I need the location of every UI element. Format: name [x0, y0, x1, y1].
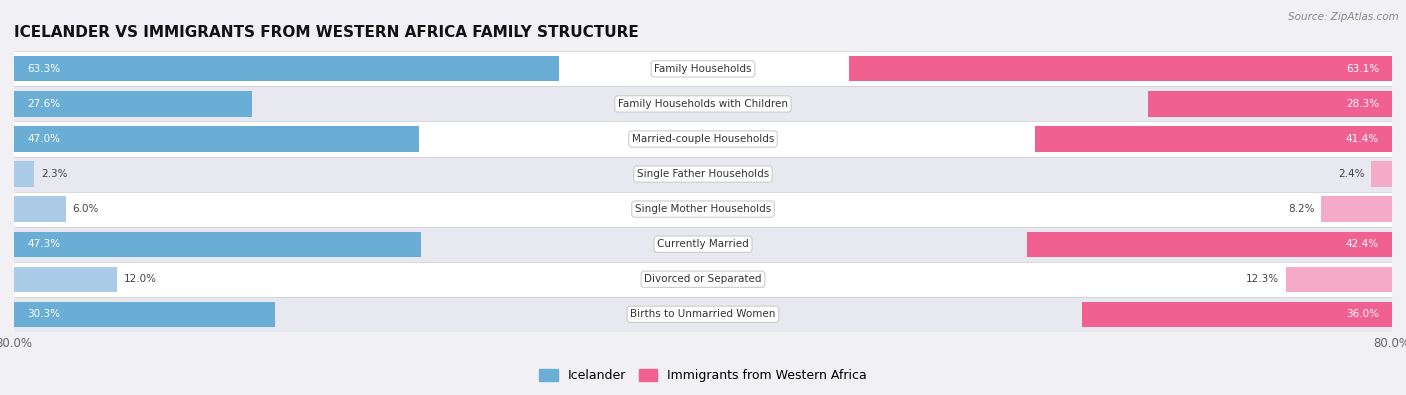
Bar	[14, 267, 117, 292]
Bar	[1371, 162, 1392, 187]
Bar	[14, 302, 276, 327]
Bar	[1322, 196, 1392, 222]
Bar	[14, 126, 419, 152]
Bar	[14, 227, 1392, 261]
Text: 12.0%: 12.0%	[124, 274, 157, 284]
Text: 47.3%: 47.3%	[27, 239, 60, 249]
Text: 63.1%: 63.1%	[1346, 64, 1379, 74]
Bar	[14, 56, 560, 81]
Text: Married-couple Households: Married-couple Households	[631, 134, 775, 144]
Bar	[14, 91, 252, 117]
Text: 2.3%: 2.3%	[41, 169, 67, 179]
Text: Single Mother Households: Single Mother Households	[636, 204, 770, 214]
Bar	[14, 162, 34, 187]
Text: 8.2%: 8.2%	[1288, 204, 1315, 214]
Bar	[14, 196, 66, 222]
Bar	[14, 87, 1392, 121]
Bar	[14, 156, 1392, 192]
Text: Source: ZipAtlas.com: Source: ZipAtlas.com	[1288, 12, 1399, 22]
Text: ICELANDER VS IMMIGRANTS FROM WESTERN AFRICA FAMILY STRUCTURE: ICELANDER VS IMMIGRANTS FROM WESTERN AFR…	[14, 25, 638, 40]
Text: 28.3%: 28.3%	[1346, 99, 1379, 109]
Bar	[1286, 267, 1392, 292]
Bar	[14, 122, 1392, 156]
Text: Single Father Households: Single Father Households	[637, 169, 769, 179]
Text: 63.3%: 63.3%	[27, 64, 60, 74]
Bar	[14, 297, 1392, 332]
Text: 2.4%: 2.4%	[1339, 169, 1364, 179]
Bar	[1149, 91, 1392, 117]
Bar	[1083, 302, 1392, 327]
Bar	[1035, 126, 1392, 152]
Legend: Icelander, Immigrants from Western Africa: Icelander, Immigrants from Western Afric…	[534, 364, 872, 387]
Bar	[1026, 231, 1392, 257]
Text: 42.4%: 42.4%	[1346, 239, 1379, 249]
Text: Family Households with Children: Family Households with Children	[619, 99, 787, 109]
Text: 27.6%: 27.6%	[27, 99, 60, 109]
Text: 41.4%: 41.4%	[1346, 134, 1379, 144]
Bar	[14, 51, 1392, 87]
Text: 6.0%: 6.0%	[73, 204, 98, 214]
Bar	[849, 56, 1392, 81]
Text: 36.0%: 36.0%	[1346, 309, 1379, 319]
Text: 47.0%: 47.0%	[27, 134, 60, 144]
Text: Currently Married: Currently Married	[657, 239, 749, 249]
Text: Family Households: Family Households	[654, 64, 752, 74]
Text: Births to Unmarried Women: Births to Unmarried Women	[630, 309, 776, 319]
Bar	[14, 231, 422, 257]
Text: 12.3%: 12.3%	[1246, 274, 1279, 284]
Text: 30.3%: 30.3%	[27, 309, 60, 319]
Bar	[14, 261, 1392, 297]
Text: Divorced or Separated: Divorced or Separated	[644, 274, 762, 284]
Bar	[14, 192, 1392, 227]
